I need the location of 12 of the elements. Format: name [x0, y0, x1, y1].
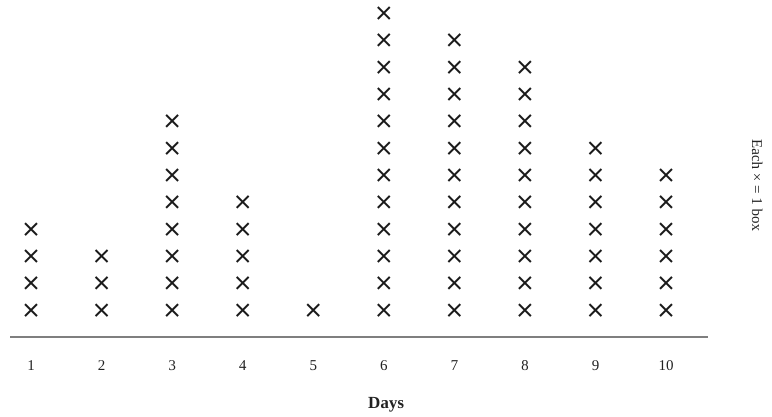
x-tick-label: 4 — [238, 358, 247, 374]
x-tick-label: 7 — [450, 358, 459, 374]
x-tick-label: 10 — [658, 358, 674, 374]
x-axis-title: Days — [368, 393, 404, 412]
x-tick-label: 2 — [98, 358, 106, 374]
x-tick-label: 5 — [309, 358, 317, 374]
x-tick-label: 8 — [521, 358, 529, 374]
x-tick-label: 3 — [168, 358, 176, 374]
x-tick-label: 6 — [380, 358, 388, 374]
text: Each × = 1 box — [748, 139, 764, 232]
x-tick-label: 1 — [27, 358, 35, 374]
x-tick-label: 9 — [592, 358, 600, 374]
